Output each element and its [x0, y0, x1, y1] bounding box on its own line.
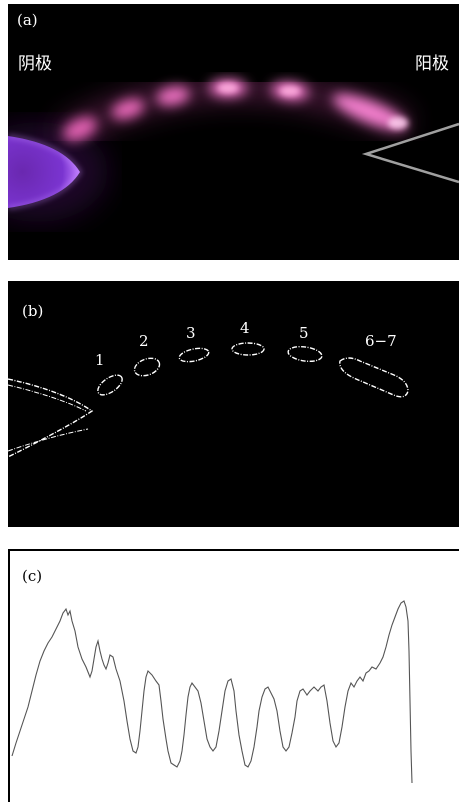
panel-b-contours: (b) 1 2 3 4 5 6−7	[8, 281, 459, 527]
contour-image	[8, 342, 409, 458]
discharge-photo	[8, 74, 459, 222]
panel-a-label: (a)	[17, 11, 38, 29]
panel-a-photo: (a) 阴极 阳极	[8, 4, 459, 260]
cathode-label: 阴极	[18, 54, 52, 74]
glow-spot-1	[63, 117, 97, 141]
spot-number-4: 4	[240, 319, 250, 337]
glow-spot-2	[111, 98, 145, 120]
spot-contour-3	[178, 347, 210, 363]
spot-number-1: 1	[95, 351, 105, 369]
panel-c-label: (c)	[22, 567, 43, 585]
panel-c-profile: (c)	[8, 549, 459, 802]
cathode-contour	[8, 378, 94, 458]
spot-number-6-7: 6−7	[365, 332, 397, 350]
glow-spot-3	[156, 86, 190, 106]
spot-number-2: 2	[139, 332, 149, 350]
spot-number-3: 3	[186, 324, 196, 342]
intensity-profile	[11, 600, 413, 784]
intensity-curve	[11, 600, 413, 784]
spot-number-5: 5	[299, 324, 309, 342]
spot-contour-4	[231, 342, 265, 356]
panel-b-label: (b)	[22, 302, 44, 320]
spot-contour-2	[133, 357, 161, 377]
spot-contour-6-7	[339, 357, 409, 398]
anode-label: 阳极	[415, 54, 449, 74]
spot-contour-1	[97, 374, 123, 396]
anode-electrode	[361, 122, 459, 184]
spot-contour-5	[287, 345, 323, 363]
